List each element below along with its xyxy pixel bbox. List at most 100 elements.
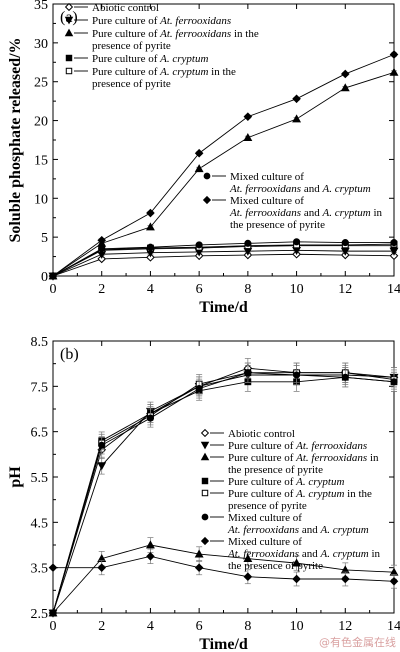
legend-label-2-part-1: and bbox=[299, 548, 320, 560]
y-tick-label: 6.5 bbox=[31, 426, 49, 441]
x-tick-label: 8 bbox=[244, 619, 251, 634]
legend-item-symbol bbox=[200, 536, 210, 546]
legend-label: Pure culture of At. ferrooxidans bbox=[228, 440, 367, 452]
legend-item-symbol bbox=[200, 428, 210, 438]
data-point bbox=[145, 540, 155, 549]
series-line bbox=[52, 249, 394, 277]
legend-label-2-part-2: A. cryptum bbox=[319, 524, 368, 536]
x-tick-label: 12 bbox=[338, 282, 352, 297]
data-point bbox=[243, 553, 253, 562]
data-point bbox=[341, 239, 349, 247]
data-point bbox=[293, 238, 301, 246]
legend-label-part-1: At. ferrooxidans bbox=[295, 440, 367, 452]
legend-label-part-2: in the bbox=[344, 488, 372, 500]
chart-panel-b: 0 2 4 6 8 10 12 14 2.5 3.5 4.5 5.5 6.5 7.5 8.5 Time/d pH… bbox=[7, 335, 400, 652]
series-6 bbox=[48, 50, 399, 281]
legend-label: Pure culture of At. ferrooxidans in bbox=[228, 452, 379, 464]
data-point bbox=[97, 462, 107, 471]
legend-label-2: presence of pyrite bbox=[92, 78, 171, 90]
data-point bbox=[389, 576, 399, 586]
data-point bbox=[292, 574, 301, 584]
data-point bbox=[146, 552, 155, 561]
data-point bbox=[390, 378, 398, 386]
legend-label: Pure culture of A. cryptum bbox=[228, 476, 344, 488]
x-tick-label: 10 bbox=[290, 619, 304, 634]
legend-item-symbol bbox=[201, 489, 209, 497]
legend-item: Abiotic control bbox=[200, 428, 295, 440]
legend-label-part-0: Pure culture of bbox=[228, 440, 296, 452]
legend-label-part-0: Pure culture of bbox=[92, 53, 160, 65]
legend-label-part-0: Pure culture of bbox=[92, 28, 160, 40]
legend-label-3: the presence of pyrite bbox=[230, 219, 325, 231]
legend-label-2-part-0: At. ferrooxidans bbox=[229, 183, 301, 195]
legend-label-2: At. ferrooxidans and A. cryptum bbox=[227, 524, 369, 536]
data-point bbox=[389, 251, 399, 261]
legend-label-2-part-3: in bbox=[369, 548, 381, 560]
legend-item: Pure culture of A. cryptum in thepresenc… bbox=[65, 66, 236, 90]
y-tick-label: 5 bbox=[41, 231, 48, 246]
legend-label: Mixed culture of bbox=[228, 512, 302, 524]
x-axis-label: Time/d bbox=[199, 636, 248, 652]
data-point bbox=[98, 441, 106, 449]
y-tick-label: 35 bbox=[34, 0, 48, 13]
data-point bbox=[195, 241, 203, 249]
data-point bbox=[244, 369, 252, 377]
legend-label-part-2: in the bbox=[231, 28, 259, 40]
legend-label-part-0: Pure culture of bbox=[228, 452, 296, 464]
legend-label-2: At. ferrooxidans and A. cryptum bbox=[229, 183, 371, 195]
x-tick-label: 8 bbox=[244, 282, 251, 297]
data-point bbox=[389, 67, 399, 76]
x-tick-label: 4 bbox=[147, 282, 154, 297]
y-tick-label: 5.5 bbox=[31, 471, 49, 486]
data-point bbox=[98, 245, 106, 253]
series-line bbox=[52, 372, 395, 614]
x-tick-label: 4 bbox=[147, 619, 154, 634]
legend-label-part-0: Pure culture of bbox=[228, 476, 296, 488]
legend-label-part-0: Pure culture of bbox=[92, 15, 160, 27]
data-point bbox=[97, 235, 107, 245]
data-point bbox=[48, 563, 58, 572]
x-tick-label: 12 bbox=[338, 619, 352, 634]
legend-item: Pure culture of At. ferrooxidans in thep… bbox=[64, 28, 259, 52]
x-tick-label: 2 bbox=[98, 282, 105, 297]
legend-label-2-part-0: At. ferrooxidans bbox=[227, 524, 299, 536]
series-line bbox=[52, 245, 394, 277]
data-point bbox=[146, 243, 154, 251]
x-tick-label: 0 bbox=[50, 619, 57, 634]
data-point bbox=[146, 208, 155, 218]
legend-label-part-0: Mixed culture of bbox=[228, 536, 302, 548]
data-point bbox=[195, 385, 203, 393]
legend-item-symbol bbox=[65, 54, 73, 62]
legend-label-part-0: Abiotic control bbox=[92, 2, 159, 14]
legend-item-symbol bbox=[64, 2, 74, 12]
chart-panel-a: 0 2 4 6 8 10 12 14 0 5 10 15 20 25 30 35 Time/d Soluble p… bbox=[7, 0, 400, 316]
legend-label: Mixed culture of bbox=[230, 171, 304, 183]
data-point bbox=[194, 563, 204, 572]
legend-label-part-2: in the bbox=[208, 66, 236, 78]
series-2 bbox=[48, 537, 399, 617]
data-point bbox=[97, 254, 107, 264]
data-point bbox=[243, 133, 253, 142]
series-1 bbox=[48, 246, 399, 281]
legend-item-symbol bbox=[65, 67, 73, 75]
y-axis-label: pH bbox=[7, 466, 24, 488]
legend-label: Mixed culture of bbox=[228, 536, 302, 548]
series-5 bbox=[49, 362, 398, 617]
data-point bbox=[146, 253, 155, 262]
legend-label: Pure culture of A. cryptum bbox=[92, 53, 208, 65]
data-point bbox=[340, 69, 350, 79]
legend-label-2-part-0: At. ferrooxidans bbox=[229, 207, 301, 219]
legend-label-part-1: At. ferrooxidans bbox=[159, 15, 231, 27]
legend-label-2-part-2: A. cryptum bbox=[321, 183, 370, 195]
y-tick-label: 2.5 bbox=[31, 607, 49, 622]
legend-label: Abiotic control bbox=[92, 2, 159, 14]
y-tick-label: 7.5 bbox=[31, 380, 49, 395]
legend-item: Abiotic control bbox=[64, 2, 159, 14]
legend-item-symbol bbox=[202, 195, 212, 205]
y-tick-label: 3.5 bbox=[31, 562, 49, 577]
y-tick-label: 25 bbox=[34, 76, 48, 91]
